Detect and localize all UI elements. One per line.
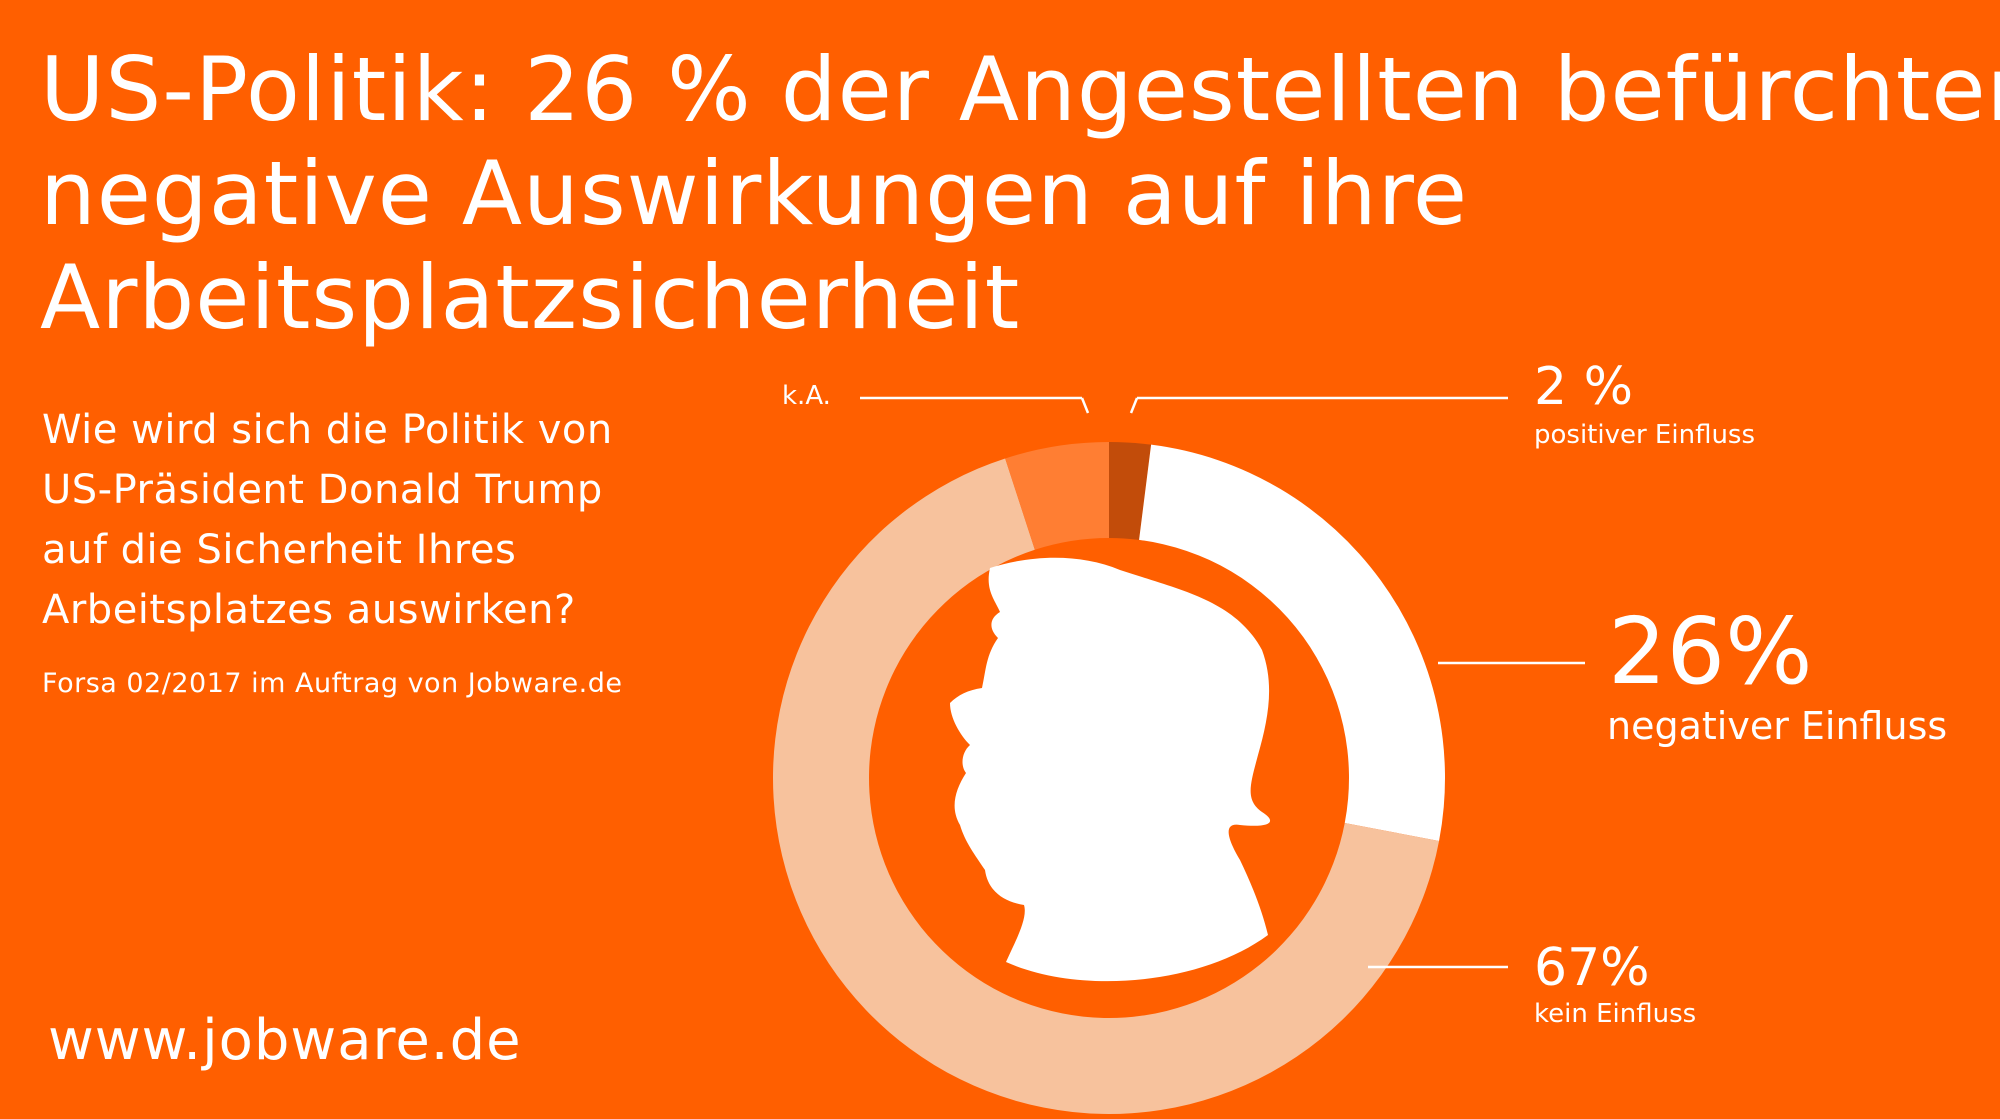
page-title: US-Politik: 26 % der Angestellten befürc… (40, 38, 2000, 350)
donut-slices (772, 442, 1445, 1114)
survey-question: Wie wird sich die Politik von US-Präside… (42, 400, 662, 640)
slice-labels: k.A. 2 % positiver Einfluss 26% negative… (782, 357, 1947, 1029)
title-line-1: US-Politik: 26 % der Angestellten befürc… (40, 38, 2000, 141)
source-note: Forsa 02/2017 im Auftrag von Jobware.de (42, 668, 623, 699)
label-none-value: 67% (1534, 938, 1650, 998)
leader-line-positive-tick (1129, 397, 1139, 414)
head-silhouette-icon (950, 557, 1271, 982)
label-positive-name: positiver Einfluss (1534, 420, 1755, 450)
question-line-3: auf die Sicherheit Ihres (42, 527, 517, 573)
leader-line-ka-tick (1080, 397, 1090, 414)
leader-lines (860, 396, 1585, 969)
label-none-name: kein Einfluss (1534, 999, 1696, 1029)
donut-slice-kein-einfluss (772, 458, 1440, 1114)
donut-slice-k-a (1005, 442, 1109, 550)
label-negative-name: negativer Einfluss (1607, 704, 1947, 748)
website-url[interactable]: www.jobware.de (48, 1008, 522, 1073)
question-line-4: Arbeitsplatzes auswirken? (42, 587, 576, 633)
label-positive-value: 2 % (1534, 357, 1633, 417)
donut-slice-negativer-einfluss (1139, 444, 1445, 841)
label-ka: k.A. (782, 381, 831, 411)
question-line-2: US-Präsident Donald Trump (42, 467, 603, 513)
label-negative-value: 26% (1608, 598, 1812, 705)
title-line-2: negative Auswirkungen auf ihre (40, 142, 1469, 245)
title-line-3: Arbeitsplatzsicherheit (40, 246, 1021, 349)
question-line-1: Wie wird sich die Politik von (42, 407, 613, 453)
donut-slice-positiver-einfluss (1109, 442, 1152, 540)
